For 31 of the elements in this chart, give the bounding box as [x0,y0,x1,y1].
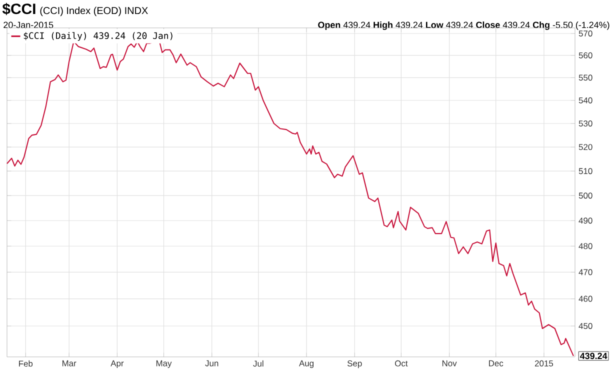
text: Open 439.24 High 439.24 Low 439.24 Close 439.24 Chg -5.50 (-1.24%) [318,22,610,30]
y-tick-label: 450 [578,323,592,329]
x-tick-label: Aug [299,360,314,368]
x-tick-label: Oct [395,360,408,366]
x-tick-label: May [156,360,172,368]
annotation: 439.24 [580,352,608,360]
y-tick-label: 480 [578,243,592,250]
annotation: 20-Jan-2015 [4,22,54,28]
x-tick-label: Apr [110,360,124,368]
x-tick-label: Feb [19,360,33,367]
y-tick-label: 530 [578,120,592,126]
y-tick-label: 490 [578,218,592,224]
y-tick-label: 470 [578,269,592,276]
x-tick-label: Nov [442,360,457,366]
x-tick-label: Dec [489,360,504,366]
y-tick-label: 510 [578,168,592,174]
y-tick-label: 520 [578,144,592,150]
chart-title: $CCI [2,2,36,16]
x-tick-label: Jul [253,360,264,367]
x-tick-label: Jun [205,360,218,366]
y-tick-label: 550 [578,74,592,81]
y-tick-label: 560 [578,52,592,58]
y-tick-label: 570 [578,30,592,36]
legend-label: $CCI (Daily) 439.24 (20 Jan) [24,32,172,41]
x-tick-label: Sep [347,360,362,368]
chart-subtitle: (CCI) Index (EOD) INDX [40,6,148,16]
x-tick-label: Mar [62,360,76,366]
y-tick-label: 500 [578,192,592,199]
x-tick-label: 2015 [534,360,554,366]
y-tick-label: 540 [578,97,592,104]
y-tick-label: 460 [578,296,592,302]
